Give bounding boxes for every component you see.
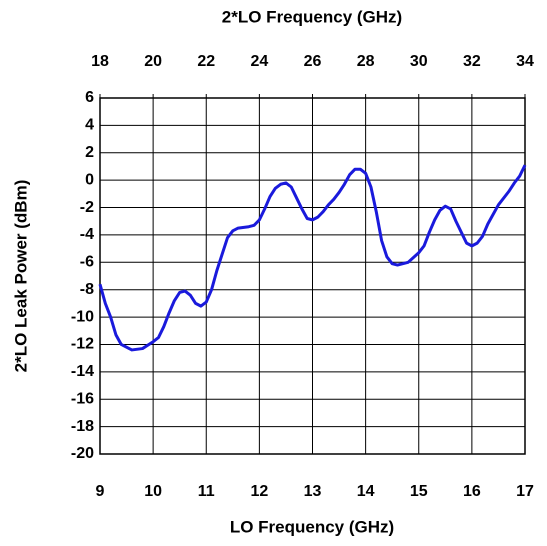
y-tick-label: 6 [85, 89, 94, 106]
y-tick-label: 2 [85, 144, 94, 161]
x-tick-label: 12 [250, 483, 268, 500]
x2-tick-label: 32 [463, 53, 481, 70]
x-tick-label: 15 [410, 483, 428, 500]
x2-axis-label: 2*LO Frequency (GHz) [222, 7, 402, 26]
y-tick-label: -12 [71, 336, 94, 353]
x2-tick-label: 18 [91, 53, 109, 70]
x-tick-label: 13 [304, 483, 322, 500]
data-line [98, 164, 527, 352]
x2-tick-label: 30 [410, 53, 428, 70]
y-tick-label: 0 [85, 171, 94, 188]
x-axis-label: LO Frequency (GHz) [230, 517, 394, 536]
x2-tick-label: 28 [357, 53, 375, 70]
y-tick-label: -16 [71, 390, 94, 407]
x-tick-label: 14 [357, 483, 375, 500]
x2-tick-label: 20 [144, 53, 162, 70]
x-tick-label: 16 [463, 483, 481, 500]
y-tick-label: -6 [80, 254, 94, 271]
x2-tick-label: 34 [516, 53, 534, 70]
x-tick-label: 11 [198, 483, 215, 500]
y-tick-label: -14 [71, 363, 94, 380]
x2-tick-label: 22 [197, 53, 215, 70]
y-tick-label: -10 [71, 308, 94, 325]
x-tick-label: 10 [144, 483, 162, 500]
x2-tick-label: 24 [250, 53, 268, 70]
x-tick-label: 9 [96, 483, 105, 500]
y-tick-label: -4 [80, 226, 94, 243]
y-tick-label: -2 [80, 199, 94, 216]
x-tick-label: 17 [516, 483, 534, 500]
y-tick-label: -18 [71, 418, 94, 435]
x2-tick-label: 26 [304, 53, 322, 70]
y-tick-label: 4 [85, 117, 94, 134]
y-axis-label: 2*LO Leak Power (dBm) [11, 180, 30, 373]
y-tick-label: -8 [80, 281, 94, 298]
y-tick-label: -20 [71, 445, 94, 462]
plot-frame [99, 97, 526, 455]
